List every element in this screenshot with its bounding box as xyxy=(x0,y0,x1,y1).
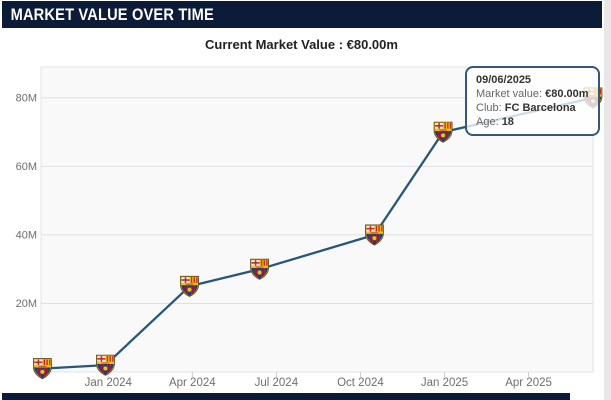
scrollbar[interactable] xyxy=(604,0,611,400)
y-tick-label: 40M xyxy=(16,229,37,241)
y-tick-label: 20M xyxy=(16,298,37,310)
y-axis-labels: 20M 40M 60M 80M xyxy=(16,92,37,310)
chart-tooltip: 09/06/2025 Market value: €80.00m Club: F… xyxy=(465,66,600,136)
y-tick-label: 60M xyxy=(16,161,37,173)
data-point-crest[interactable] xyxy=(33,359,51,379)
tooltip-date: 09/06/2025 xyxy=(476,74,532,86)
current-market-value: Current Market Value : €80.00m xyxy=(205,37,398,52)
tooltip-market-value-row: Market value: €80.00m xyxy=(476,88,589,100)
x-axis-labels: Jan 2024 Apr 2024 Jul 2024 Oct 2024 Jan 2025… xyxy=(85,372,552,389)
x-tick-label: Apr 2025 xyxy=(505,377,552,389)
tooltip-age-row: Age: 18 xyxy=(476,116,514,128)
tooltip-club-row: Club: FC Barcelona xyxy=(476,102,576,114)
widget-header: MARKET VALUE OVER TIME xyxy=(2,1,602,28)
bottom-section-bar xyxy=(2,393,570,400)
x-tick-label: Oct 2024 xyxy=(337,377,384,389)
page-title: MARKET VALUE OVER TIME xyxy=(10,4,214,24)
x-tick-label: Jan 2024 xyxy=(85,377,133,389)
x-tick-label: Jan 2025 xyxy=(421,377,468,389)
gridlines xyxy=(41,97,593,304)
x-tick-label: Jul 2024 xyxy=(255,377,299,389)
y-tick-label: 80M xyxy=(16,92,37,104)
x-tick-label: Apr 2024 xyxy=(169,377,216,389)
